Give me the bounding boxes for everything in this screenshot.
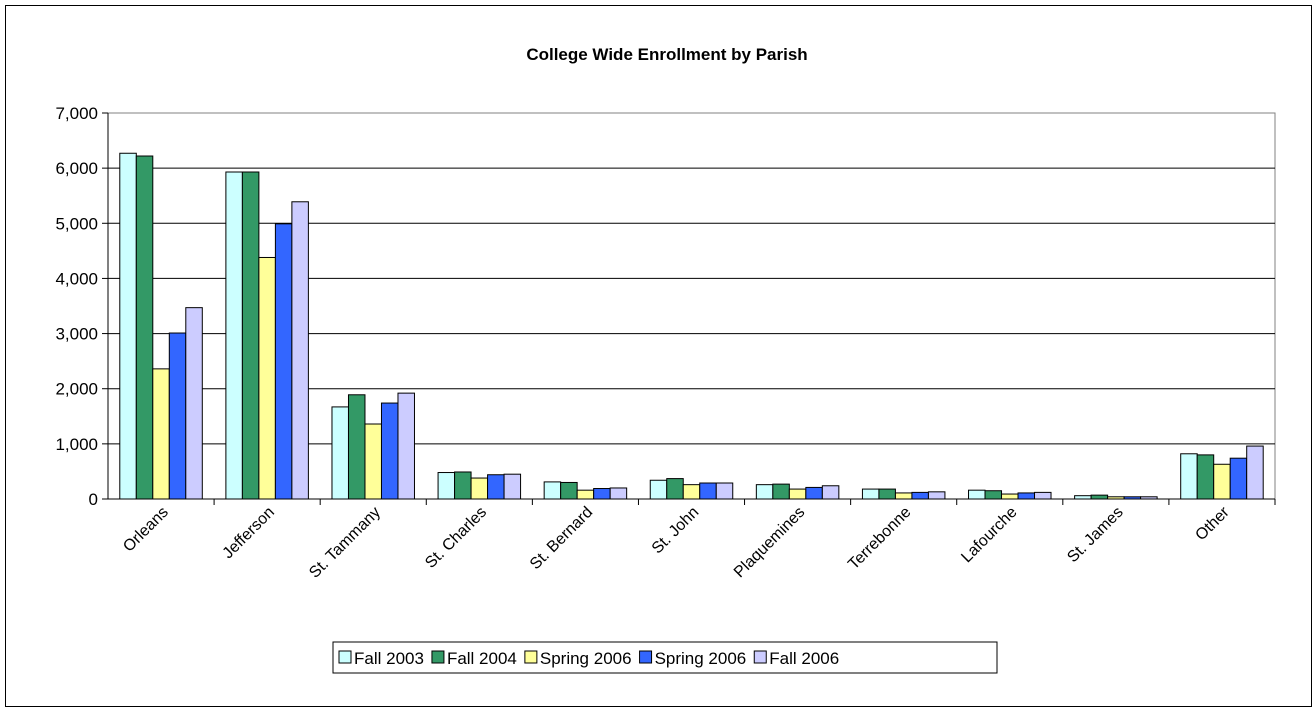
y-tick-label: 4,000 [55, 269, 98, 288]
legend-swatch [639, 650, 653, 664]
bar [682, 484, 701, 500]
bar [968, 489, 986, 500]
bar [347, 394, 366, 500]
legend-swatch [338, 650, 352, 664]
bar [666, 478, 684, 500]
bar [1246, 445, 1264, 500]
bar [437, 472, 456, 500]
bar [609, 487, 628, 500]
bar [168, 332, 187, 500]
y-tick-label: 1,000 [55, 435, 98, 454]
bar [984, 490, 1003, 500]
bar [755, 484, 774, 500]
bar [185, 307, 203, 500]
legend: Fall 2003 Fall 2004 Spring 2006 Spring 2006… [332, 641, 998, 674]
bar [470, 477, 489, 500]
bar [788, 488, 807, 500]
bar [119, 152, 137, 500]
bar [380, 402, 399, 500]
bar [1017, 492, 1036, 500]
bar [291, 201, 309, 500]
legend-swatch [753, 650, 767, 664]
bar [1090, 494, 1109, 500]
bar [364, 423, 382, 500]
bar [1180, 453, 1198, 500]
bar [152, 368, 170, 500]
bar [878, 488, 896, 500]
bar [397, 392, 415, 500]
bar [1213, 463, 1231, 500]
bar [772, 483, 790, 500]
bar [1034, 491, 1052, 500]
bar [1229, 457, 1248, 500]
bar [543, 481, 562, 500]
bar [576, 489, 595, 500]
bar [503, 473, 522, 500]
chart-border [5, 5, 1312, 707]
bar [274, 223, 293, 500]
legend-label: Spring 2006 [655, 649, 747, 668]
bar [894, 492, 913, 500]
chart-title: College Wide Enrollment by Parish [526, 45, 807, 64]
bar [331, 406, 349, 500]
bar [487, 474, 505, 500]
legend-label: Fall 2004 [447, 649, 517, 668]
y-tick-label: 6,000 [55, 159, 98, 178]
bar [454, 471, 472, 500]
bar [649, 479, 668, 500]
legend-label: Fall 2003 [354, 649, 424, 668]
bar [927, 491, 946, 500]
bar [593, 488, 611, 500]
bar [135, 155, 154, 500]
y-tick-label: 5,000 [55, 214, 98, 233]
bar [911, 491, 929, 500]
legend-label: Spring 2006 [540, 649, 632, 668]
bar [699, 482, 717, 500]
bar [241, 171, 260, 500]
bar [258, 256, 276, 500]
bar [1001, 493, 1019, 500]
bar [560, 481, 578, 500]
bar [715, 482, 734, 500]
legend-label: Fall 2006 [769, 649, 839, 668]
bar [821, 485, 840, 500]
legend-swatch [431, 650, 445, 664]
bar [805, 486, 823, 500]
y-tick-label: 3,000 [55, 325, 98, 344]
bar [225, 171, 243, 500]
y-tick-label: 2,000 [55, 380, 98, 399]
y-tick-label: 7,000 [55, 104, 98, 123]
bar [1196, 454, 1215, 500]
legend-swatch [524, 650, 538, 664]
bar [861, 488, 880, 500]
y-tick-label: 0 [89, 490, 98, 509]
